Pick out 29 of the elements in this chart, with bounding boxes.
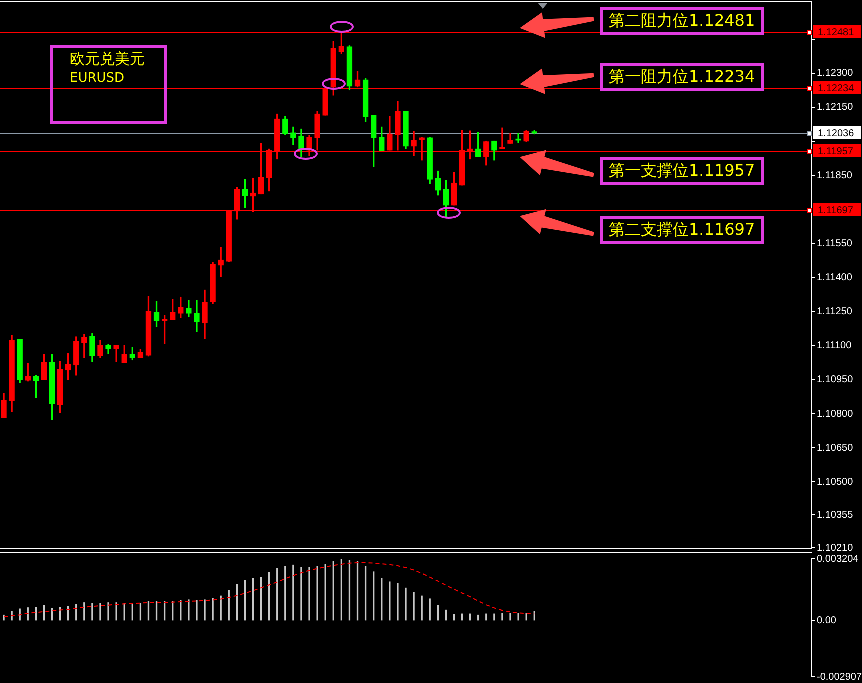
y-tick-label: 1.10950 — [817, 374, 854, 386]
y-tick-label: 1.11850 — [817, 170, 853, 182]
annotation: 第一支撑位1.11957 — [609, 161, 756, 181]
y-tick-label: 1.10500 — [817, 476, 854, 488]
y-tick-label: 1.10210 — [817, 542, 854, 554]
y-tick-label: 1.11550 — [817, 238, 853, 250]
y-tick-label: 1.10355 — [817, 510, 854, 521]
ref-line-label: 1.12481 — [818, 27, 855, 38]
text: 欧元兑美元 — [70, 50, 145, 68]
y-tick-label: -0.002907 — [817, 672, 862, 683]
y-tick-label: 0.003204 — [817, 554, 860, 565]
annotation: 第一阻力位1.12234 — [609, 67, 756, 87]
annotation: 第二阻力位1.12481 — [609, 11, 756, 31]
ref-line-label: 1.12036 — [818, 128, 855, 140]
y-tick-label: 1.11100 — [817, 340, 852, 352]
ref-line-label: 1.11957 — [818, 146, 854, 158]
annotation: 第二支撑位1.11697 — [609, 220, 756, 240]
y-tick-label: 1.12300 — [817, 68, 854, 80]
y-tick-label: 0.00 — [817, 616, 837, 627]
candlestick — [114, 345, 120, 362]
y-tick-label: 1.12150 — [817, 102, 854, 114]
y-tick-label: 1.10800 — [817, 408, 854, 420]
y-tick-label: 1.10650 — [817, 442, 854, 454]
y-tick-label: 1.11250 — [817, 306, 853, 318]
ref-line-label: 1.11697 — [818, 205, 854, 216]
text: EURUSD — [70, 71, 125, 87]
ref-line-label: 1.12234 — [818, 83, 855, 94]
y-tick-label: 1.11400 — [817, 272, 853, 284]
line-series — [4, 562, 536, 618]
